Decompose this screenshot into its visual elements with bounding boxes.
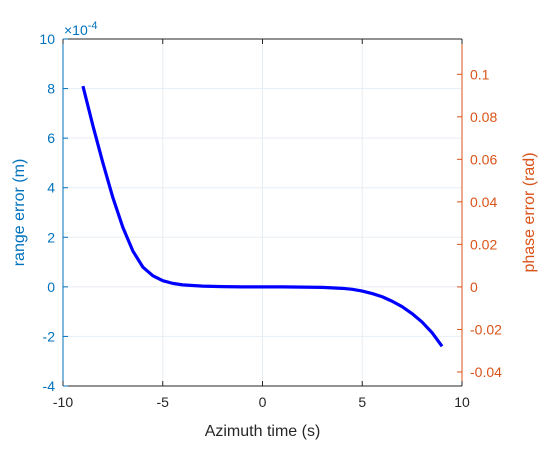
x-axis-label: Azimuth time (s) — [205, 423, 321, 440]
right-tick-label-0: -0.04 — [470, 364, 502, 380]
left-axis-exponent-base: ×10 — [64, 22, 88, 38]
series-line-0 — [81, 85, 444, 348]
right-tick-label-7: 0.1 — [470, 66, 490, 82]
right-tick-label-3: 0.02 — [470, 236, 497, 252]
plot-area — [81, 85, 444, 348]
right-tick-label-1: -0.02 — [470, 321, 502, 337]
x-tick-label-2: 0 — [259, 394, 267, 410]
left-axis-exponent-power: -4 — [88, 20, 98, 32]
right-tick-label-6: 0.08 — [470, 109, 497, 125]
right-tick-label-2: 0 — [470, 279, 478, 295]
left-axis-label: range error (m) — [11, 159, 28, 267]
left-tick-label-6: 8 — [47, 81, 55, 97]
right-tick-label-4: 0.04 — [470, 194, 497, 210]
x-tick-label-0: -10 — [53, 394, 73, 410]
left-tick-label-5: 6 — [47, 130, 55, 146]
x-tick-label-1: -5 — [157, 394, 170, 410]
left-tick-label-4: 4 — [47, 180, 55, 196]
x-tick-label-4: 10 — [454, 394, 470, 410]
right-tick-label-5: 0.06 — [470, 151, 497, 167]
left-tick-label-3: 2 — [47, 229, 55, 245]
tick-labels: -10 -5 0 5 10-4-20246810-0.04-0.0200.020.040… — [39, 31, 502, 410]
right-axis-label: phase error (rad) — [521, 152, 538, 272]
left-tick-label-0: -4 — [43, 378, 56, 394]
left-tick-label-2: 0 — [47, 279, 55, 295]
left-tick-label-1: -2 — [43, 328, 56, 344]
axes — [62, 38, 463, 387]
left-tick-label-7: 10 — [39, 31, 55, 47]
x-tick-label-3: 5 — [358, 394, 366, 410]
left-axis-exponent: ×10-4 — [64, 20, 98, 38]
